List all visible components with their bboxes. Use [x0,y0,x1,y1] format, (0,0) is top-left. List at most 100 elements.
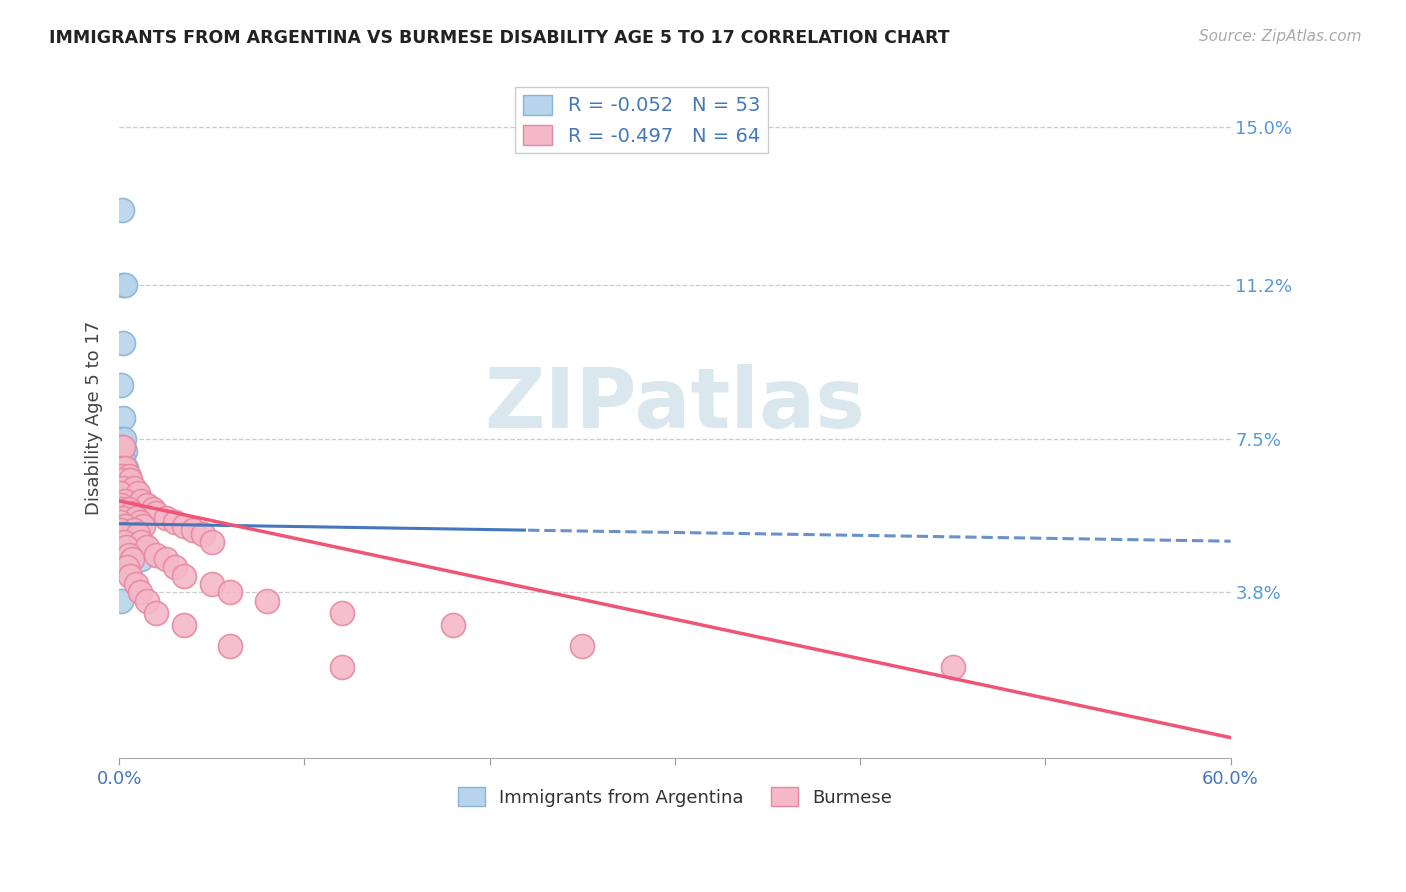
Point [114,515,136,529]
Point [111,502,134,516]
Point [110,527,132,541]
Point [183,523,205,537]
Point [120,473,142,487]
Point [127,485,149,500]
Point [111,336,134,351]
Point [117,548,139,562]
Point [114,535,136,549]
Point [142,502,165,516]
Point [110,440,132,454]
Point [110,485,132,500]
Point [145,606,167,620]
Point [121,507,143,521]
Point [114,519,136,533]
Point [110,535,132,549]
Point [127,527,149,541]
Point [112,543,135,558]
Point [441,618,464,632]
Point [122,523,145,537]
Point [120,568,142,582]
Point [163,515,186,529]
Point [131,494,153,508]
Point [111,482,134,496]
Point [110,460,132,475]
Point [201,577,224,591]
Point [120,494,142,508]
Point [145,548,167,562]
Point [112,432,135,446]
Point [114,540,136,554]
Point [132,519,155,533]
Point [110,460,132,475]
Point [115,560,138,574]
Point [110,507,132,521]
Point [114,444,136,458]
Point [108,523,131,537]
Point [111,482,134,496]
Point [155,552,177,566]
Point [108,485,131,500]
Point [108,515,131,529]
Point [108,531,131,545]
Point [145,507,167,521]
Point [131,535,153,549]
Point [112,535,135,549]
Point [163,560,186,574]
Point [110,432,132,446]
Point [108,543,131,558]
Text: Source: ZipAtlas.com: Source: ZipAtlas.com [1198,29,1361,44]
Point [127,531,149,545]
Point [114,460,136,475]
Point [117,527,139,541]
Point [111,410,134,425]
Point [191,527,214,541]
Point [114,278,136,293]
Point [117,482,139,496]
Point [118,531,141,545]
Point [330,606,353,620]
Point [117,469,139,483]
Y-axis label: Disability Age 5 to 17: Disability Age 5 to 17 [86,321,103,515]
Point [121,535,143,549]
Point [111,540,134,554]
Point [173,618,195,632]
Point [111,444,134,458]
Point [114,494,136,508]
Point [112,523,135,537]
Point [110,519,132,533]
Point [173,519,195,533]
Point [330,660,353,674]
Text: IMMIGRANTS FROM ARGENTINA VS BURMESE DISABILITY AGE 5 TO 17 CORRELATION CHART: IMMIGRANTS FROM ARGENTINA VS BURMESE DIS… [49,29,950,46]
Point [115,519,138,533]
Text: ZIPatlas: ZIPatlas [485,364,866,445]
Point [115,548,138,562]
Point [173,568,195,582]
Point [108,540,131,554]
Point [111,203,134,218]
Point [110,515,132,529]
Point [115,473,138,487]
Point [122,482,145,496]
Point [111,502,134,516]
Point [110,548,132,562]
Point [256,593,278,607]
Point [111,531,134,545]
Point [219,639,242,653]
Point [128,515,150,529]
Point [117,502,139,516]
Point [136,593,159,607]
Point [111,510,134,524]
Point [111,527,134,541]
Point [110,498,132,512]
Point [114,460,136,475]
Point [201,535,224,549]
Point [117,502,139,516]
Point [111,440,134,454]
Point [110,473,132,487]
Point [121,552,143,566]
Point [122,519,145,533]
Point [118,510,141,524]
Point [111,452,134,467]
Point [125,577,148,591]
Point [111,510,134,524]
